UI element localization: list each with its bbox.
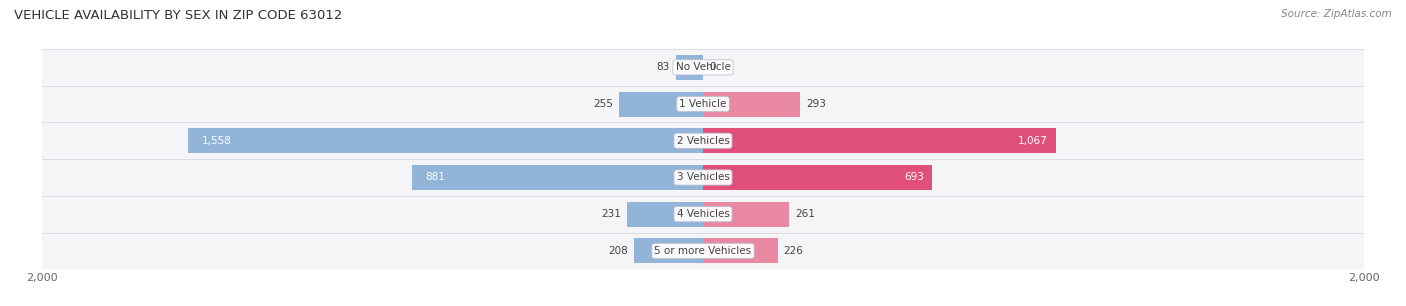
- Text: VEHICLE AVAILABILITY BY SEX IN ZIP CODE 63012: VEHICLE AVAILABILITY BY SEX IN ZIP CODE …: [14, 9, 343, 22]
- Text: 231: 231: [600, 209, 620, 219]
- Text: 881: 881: [425, 173, 446, 182]
- Text: 3 Vehicles: 3 Vehicles: [676, 173, 730, 182]
- Bar: [703, 202, 789, 227]
- Text: No Vehicle: No Vehicle: [675, 62, 731, 72]
- Bar: [703, 165, 932, 190]
- Text: Source: ZipAtlas.com: Source: ZipAtlas.com: [1281, 9, 1392, 19]
- Text: 5 or more Vehicles: 5 or more Vehicles: [654, 246, 752, 256]
- Text: 4 Vehicles: 4 Vehicles: [676, 209, 730, 219]
- Bar: [42, 159, 1364, 196]
- Text: 2 Vehicles: 2 Vehicles: [676, 136, 730, 146]
- Text: 1,558: 1,558: [201, 136, 232, 146]
- Bar: [42, 122, 1364, 159]
- Bar: [188, 128, 703, 153]
- Bar: [675, 55, 703, 80]
- Text: 693: 693: [904, 173, 924, 182]
- Text: 83: 83: [657, 62, 669, 72]
- Text: 0: 0: [709, 62, 716, 72]
- Text: 1 Vehicle: 1 Vehicle: [679, 99, 727, 109]
- Bar: [627, 202, 703, 227]
- Text: 208: 208: [609, 246, 628, 256]
- Text: 1,067: 1,067: [1018, 136, 1047, 146]
- Bar: [619, 91, 703, 117]
- Bar: [412, 165, 703, 190]
- Bar: [703, 128, 1056, 153]
- Bar: [42, 196, 1364, 233]
- Bar: [634, 238, 703, 263]
- Bar: [703, 238, 778, 263]
- Text: 261: 261: [796, 209, 815, 219]
- Bar: [42, 233, 1364, 269]
- Bar: [42, 49, 1364, 86]
- Text: 226: 226: [783, 246, 803, 256]
- Bar: [42, 86, 1364, 122]
- Text: 255: 255: [593, 99, 613, 109]
- Bar: [703, 91, 800, 117]
- Text: 293: 293: [806, 99, 825, 109]
